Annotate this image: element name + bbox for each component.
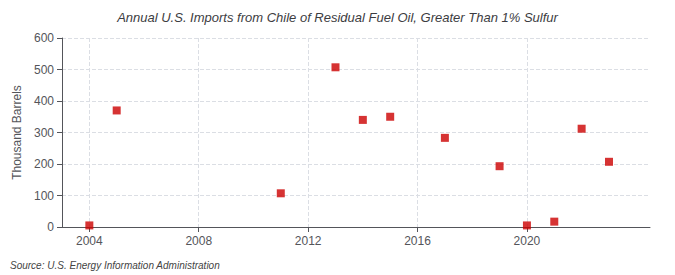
- svg-text:2020: 2020: [514, 234, 541, 248]
- svg-text:500: 500: [34, 63, 54, 77]
- svg-text:Thousand Barrels: Thousand Barrels: [10, 85, 24, 180]
- svg-text:300: 300: [34, 126, 54, 140]
- svg-text:100: 100: [34, 189, 54, 203]
- svg-text:400: 400: [34, 94, 54, 108]
- svg-text:600: 600: [34, 31, 54, 45]
- svg-text:2004: 2004: [76, 234, 103, 248]
- svg-text:0: 0: [47, 220, 54, 234]
- svg-text:2008: 2008: [185, 234, 212, 248]
- svg-text:Source: U.S. Energy Informatio: Source: U.S. Energy Information Administ…: [10, 260, 220, 271]
- svg-text:2016: 2016: [404, 234, 431, 248]
- svg-text:200: 200: [34, 157, 54, 171]
- svg-text:2012: 2012: [295, 234, 322, 248]
- svg-text:Annual U.S. Imports from Chile: Annual U.S. Imports from Chile of Residu…: [116, 10, 558, 25]
